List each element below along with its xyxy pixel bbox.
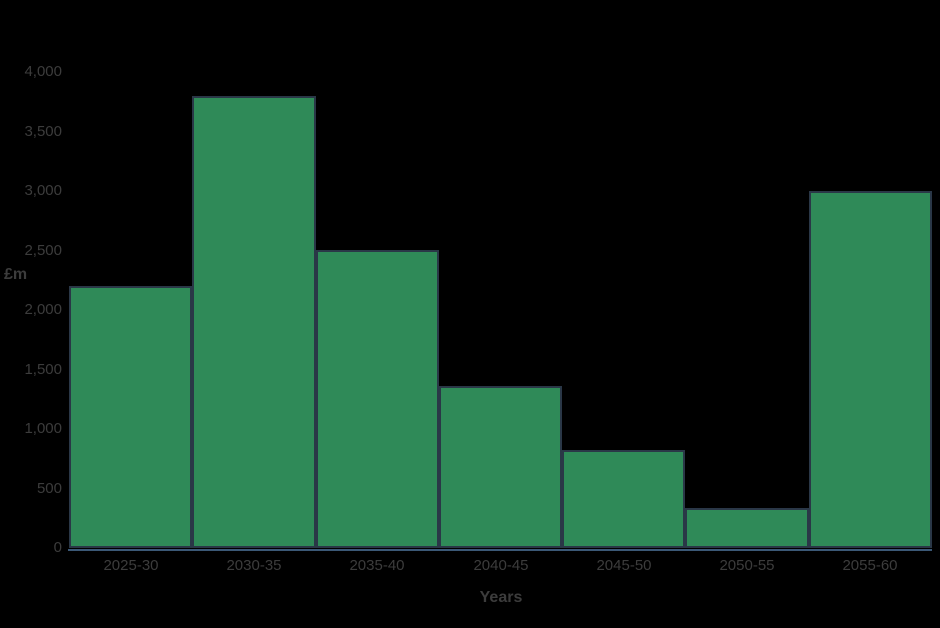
y-tick-label: 2,000 [24,301,62,318]
y-tick-label: 0 [53,539,62,556]
bar-2040-45 [439,386,562,548]
x-tick-label: 2055-60 [842,557,898,574]
x-tick-label: 2025-30 [103,557,159,574]
bar-2055-60 [809,191,932,548]
x-tick-label: 2050-55 [719,557,775,574]
y-tick-label: 1,000 [24,420,62,437]
bar-2045-50 [562,450,685,548]
x-axis-line [68,549,932,551]
y-tick-label: 500 [36,480,62,497]
bar-2035-40 [316,250,439,548]
y-tick-label: 2,500 [24,242,62,259]
x-tick-label: 2030-35 [226,557,282,574]
bar-2050-55 [685,508,809,548]
y-tick-label: 1,500 [24,361,62,378]
y-tick-label: 3,000 [24,182,62,199]
x-tick-label: 2045-50 [596,557,652,574]
bar-2025-30 [69,286,192,548]
bar-2030-35 [192,96,316,548]
y-axis-title: £m [4,266,28,283]
x-axis-title: Years [479,589,523,606]
x-tick-label: 2035-40 [349,557,405,574]
y-tick-label: 4,000 [24,63,62,80]
y-tick-label: 3,500 [24,123,62,140]
x-tick-label: 2040-45 [473,557,529,574]
